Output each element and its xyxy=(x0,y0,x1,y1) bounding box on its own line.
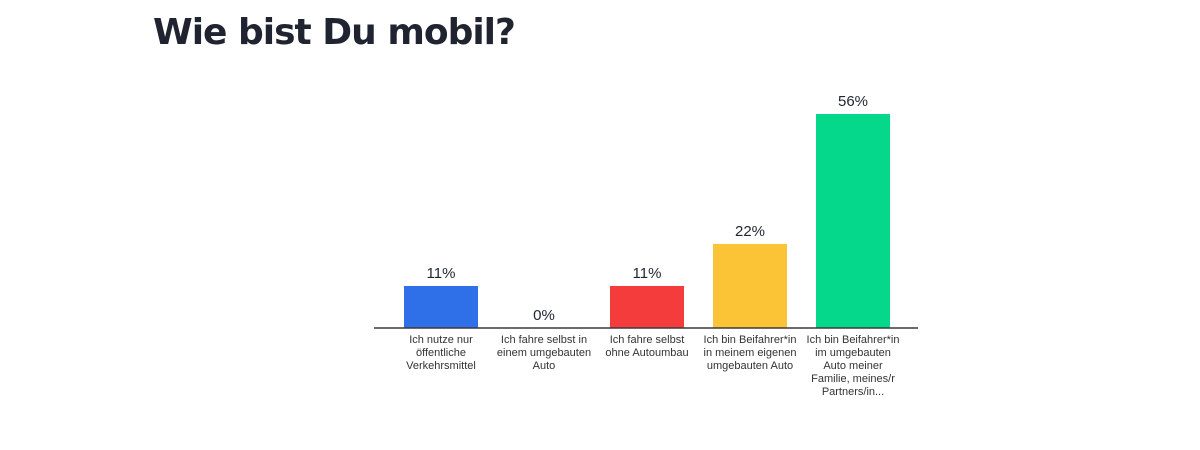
category-label-4: Ich bin Beifahrer*in in meinem eigenen u… xyxy=(703,334,797,372)
category-label-2: Ich fahre selbst in einem umgebauten Aut… xyxy=(496,334,592,372)
value-label-1: 11% xyxy=(427,265,456,282)
page-title: Wie bist Du mobil? xyxy=(153,12,516,53)
bar-1 xyxy=(404,285,478,328)
bar-4 xyxy=(713,243,787,328)
category-label-3: Ich fahre selbst ohne Autoumbau xyxy=(605,334,689,359)
category-label-1: Ich nutze nur öffentliche Verkehrsmittel xyxy=(406,334,476,372)
value-labels-layer: 11% 0% 11% 22% 56% xyxy=(427,93,868,324)
value-label-2: 0% xyxy=(533,307,555,324)
value-label-3: 11% xyxy=(633,265,662,282)
category-label-5: Ich bin Beifahrer*in im umgebauten Auto … xyxy=(806,334,900,398)
bar-5 xyxy=(816,114,890,328)
value-label-4: 22% xyxy=(735,223,765,240)
bars-layer xyxy=(404,114,890,328)
bar-3 xyxy=(610,285,684,328)
value-label-5: 56% xyxy=(838,93,868,110)
